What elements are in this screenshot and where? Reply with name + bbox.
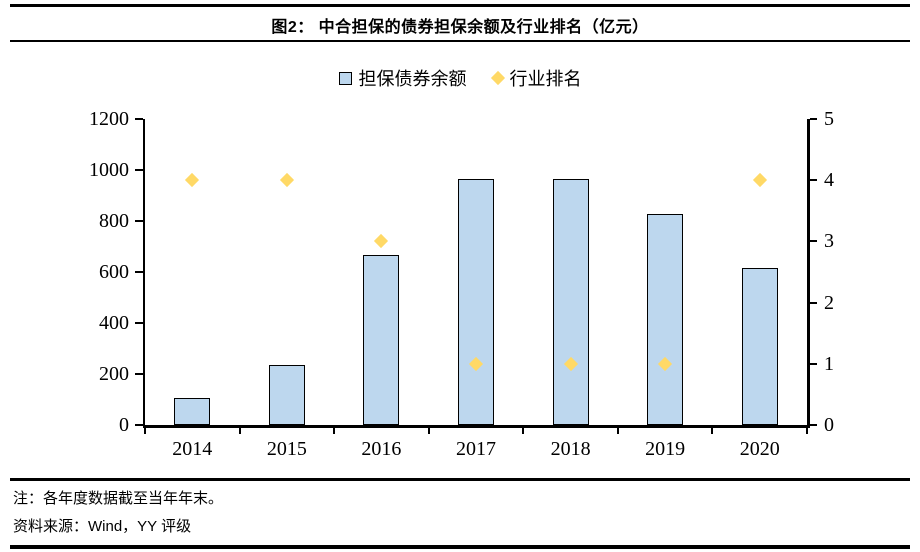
legend-label-industry-rank: 行业排名 <box>509 69 582 90</box>
notes-top-rule <box>10 478 910 481</box>
note-text: 注：各年度数据截至当年年末。 <box>13 490 224 507</box>
right-axis-tick-label: 2 <box>824 291 834 314</box>
right-axis-tick-label: 0 <box>824 414 834 436</box>
x-axis-line <box>142 425 810 428</box>
ranking-diamond-2020 <box>752 173 767 188</box>
left-axis-tick <box>134 220 143 222</box>
bottom-rule <box>10 545 910 549</box>
bar-2019 <box>647 213 684 425</box>
bar-2014 <box>174 398 211 425</box>
x-axis-label-2015: 2015 <box>266 438 307 460</box>
left-axis-line <box>142 119 145 428</box>
ranking-diamond-2015 <box>279 173 294 188</box>
left-axis-tick-label: 200 <box>99 363 129 385</box>
left-axis-tick-label: 600 <box>99 261 129 283</box>
left-axis-tick <box>134 118 143 120</box>
right-axis-tick-label: 1 <box>824 352 834 375</box>
right-axis-tick <box>809 240 817 243</box>
bar-series-swatch-icon <box>338 71 352 85</box>
bar-2017 <box>458 179 494 425</box>
top-rule <box>10 4 910 7</box>
x-axis-label-2018: 2018 <box>550 438 591 460</box>
right-axis-tick <box>809 301 817 304</box>
right-axis-tick-label: 4 <box>824 169 834 192</box>
left-axis-tick <box>134 373 143 375</box>
left-axis-tick-label: 1000 <box>89 159 129 181</box>
left-axis-tick-label: 0 <box>119 414 129 436</box>
x-axis-tick <box>333 425 336 434</box>
bar-2020 <box>741 267 778 425</box>
x-axis-label-2017: 2017 <box>455 438 496 460</box>
left-axis-tick <box>134 169 143 171</box>
x-axis-label-2016: 2016 <box>361 438 402 460</box>
x-axis-tick <box>711 425 714 434</box>
x-axis-tick <box>522 425 525 434</box>
x-axis-label-2020: 2020 <box>739 438 780 460</box>
x-axis-tick <box>616 425 619 434</box>
x-axis-tick <box>144 425 146 434</box>
right-axis-tick <box>809 424 817 426</box>
bar-2016 <box>363 254 400 425</box>
x-axis-tick <box>238 425 241 434</box>
right-axis-tick-label: 5 <box>824 108 834 130</box>
bar-2018 <box>552 179 589 425</box>
right-axis-tick <box>809 179 817 182</box>
right-axis-tick-label: 3 <box>824 230 834 253</box>
legend-item-bond-balance: 担保债券余额 <box>338 65 467 91</box>
legend-item-industry-rank: 行业排名 <box>490 65 582 91</box>
title-underline-rule <box>10 39 910 42</box>
figure-title: 图2： 中合担保的债券担保余额及行业排名（亿元） <box>271 19 649 36</box>
left-axis-tick <box>134 424 143 426</box>
x-axis-label-2014: 2014 <box>172 438 213 460</box>
x-axis-label-2019: 2019 <box>645 438 686 460</box>
left-axis-tick-label: 1200 <box>89 108 129 130</box>
bar-2015 <box>268 364 305 425</box>
right-axis-tick <box>809 362 817 365</box>
right-axis-line <box>807 119 810 428</box>
left-axis-tick-label: 400 <box>99 312 129 334</box>
left-axis-tick-label: 800 <box>99 210 129 232</box>
legend-label-bond-balance: 担保债券余额 <box>358 69 467 90</box>
left-axis-tick <box>134 322 143 324</box>
ranking-diamond-2016 <box>374 234 389 249</box>
source-text: 资料来源：Wind，YY 评级 <box>13 518 192 535</box>
ranking-diamond-2014 <box>185 173 200 188</box>
right-axis-tick <box>809 118 817 120</box>
x-axis-tick <box>806 425 808 434</box>
x-axis-tick <box>427 425 430 434</box>
left-axis-tick <box>134 271 143 273</box>
chart-legend: 担保债券余额 行业排名 <box>0 65 920 91</box>
